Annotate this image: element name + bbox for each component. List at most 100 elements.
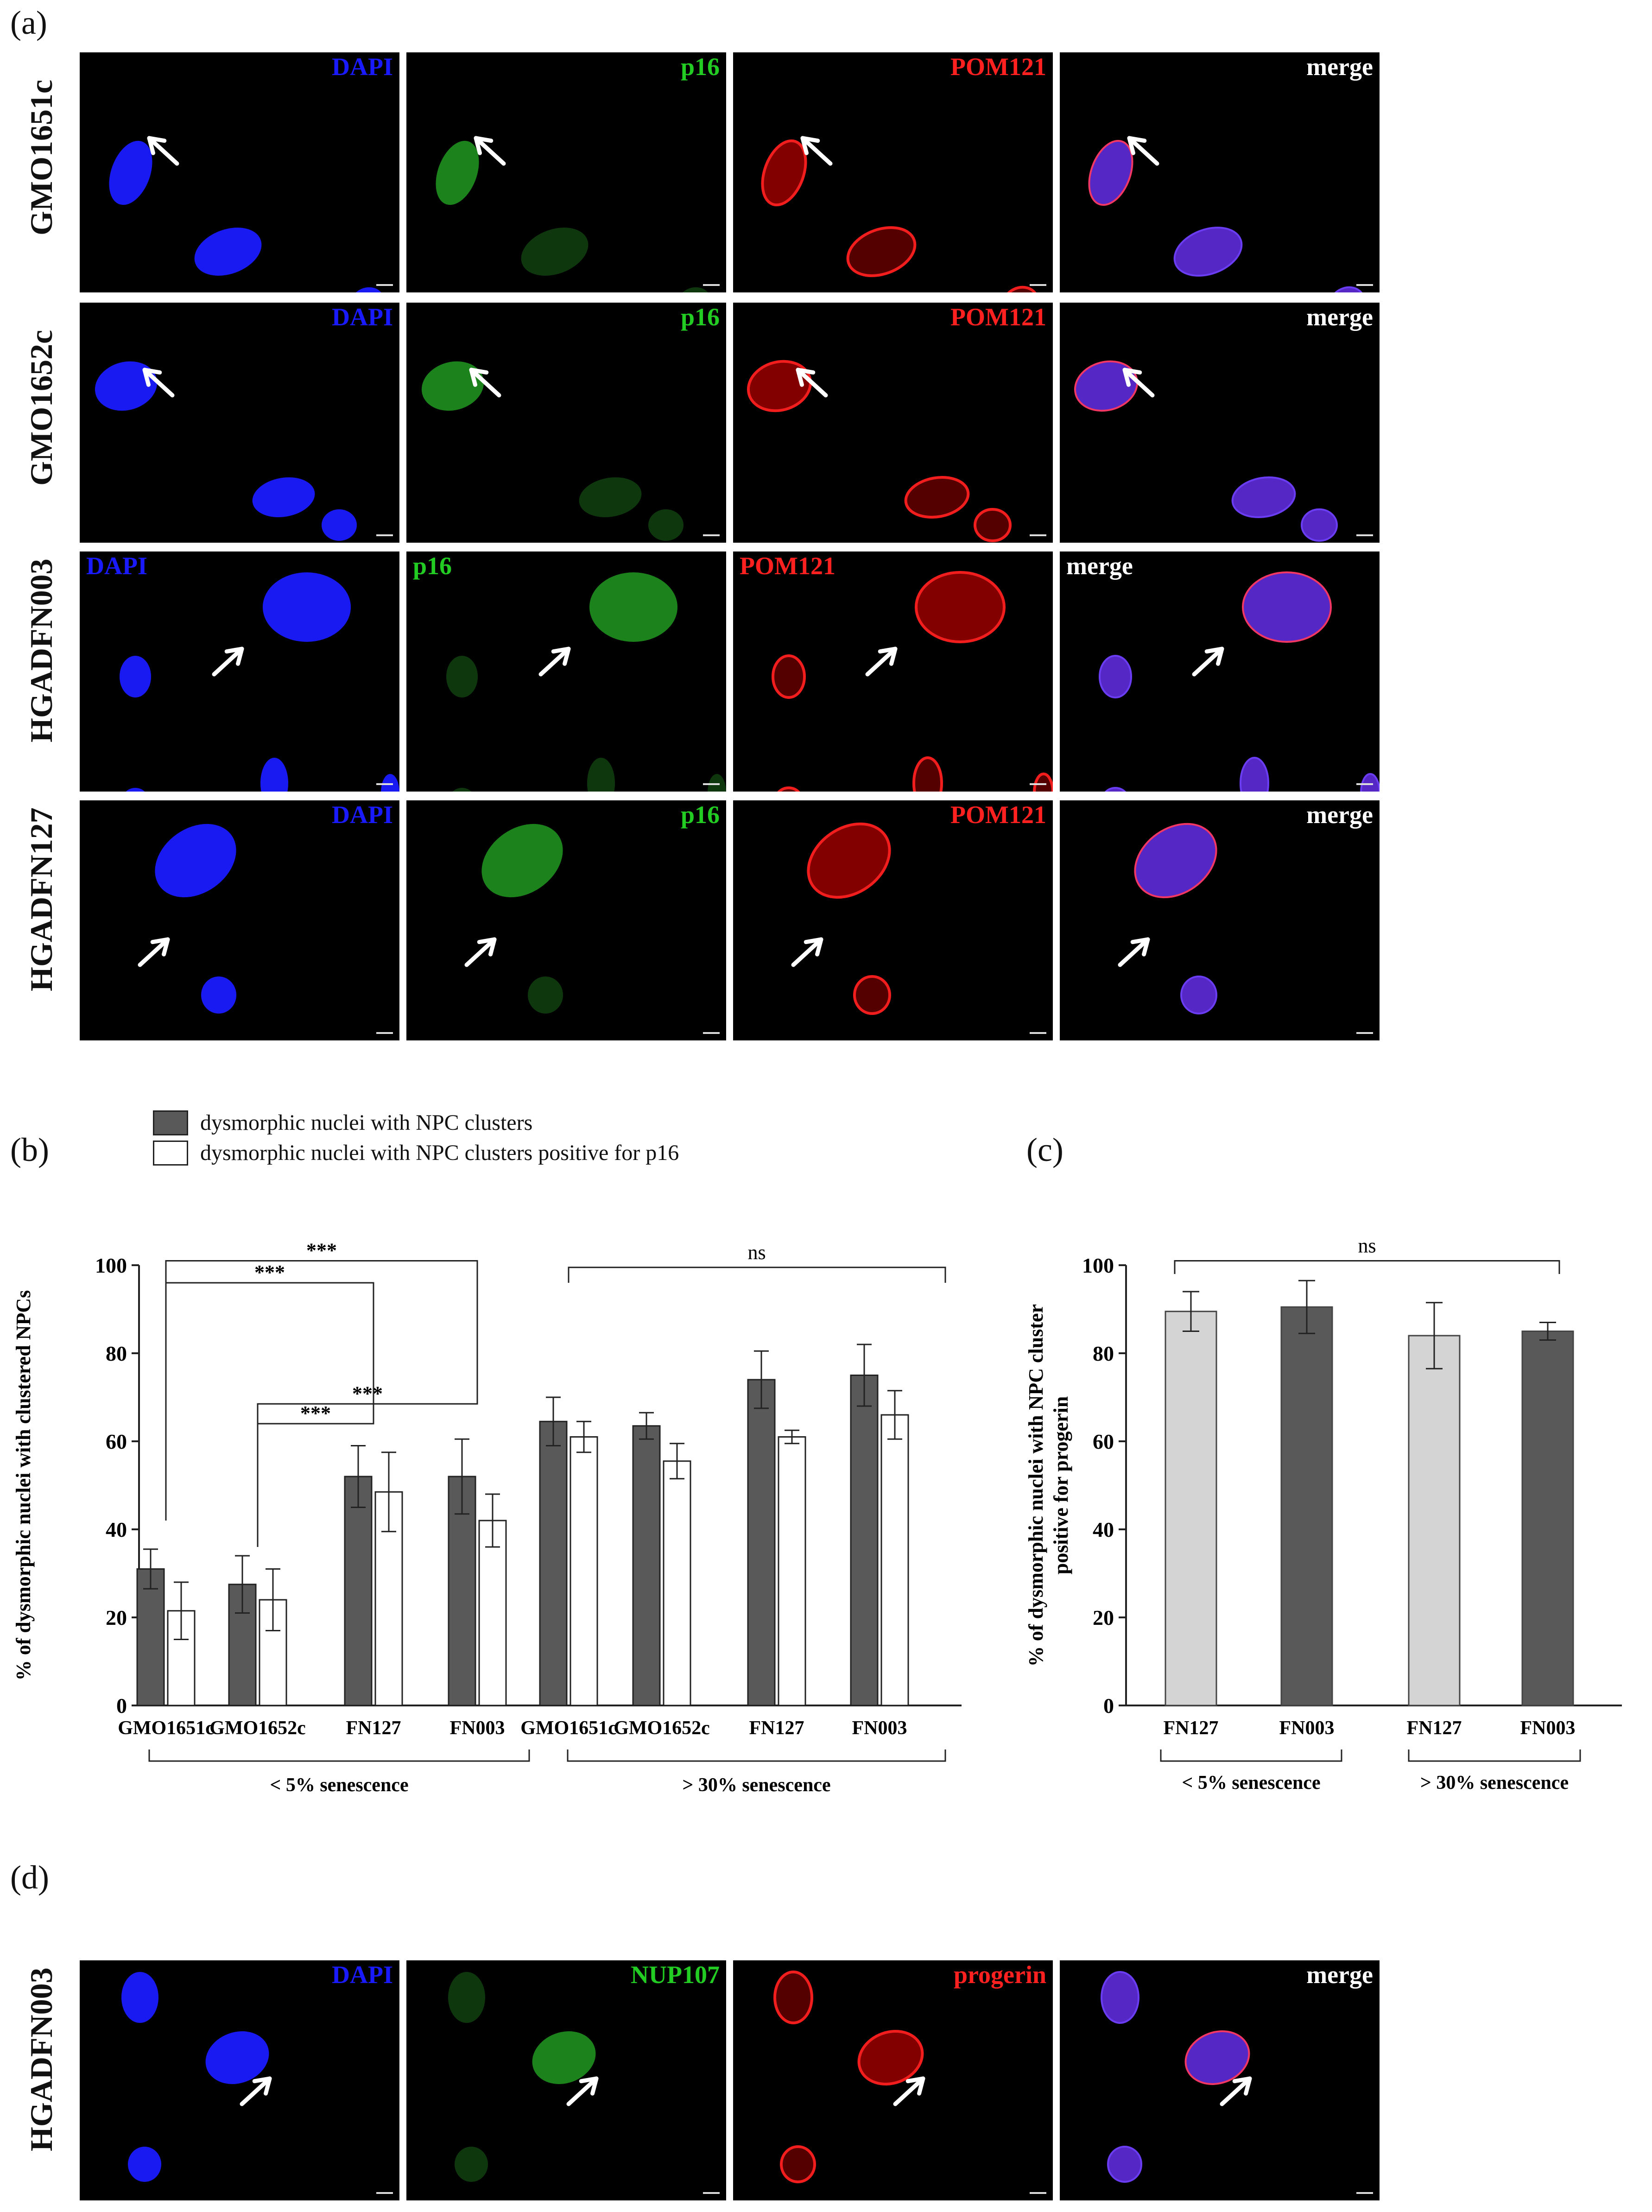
bar xyxy=(136,1568,165,1706)
nucleus xyxy=(322,509,357,541)
nucleus xyxy=(446,656,478,697)
nucleus xyxy=(120,656,151,697)
nucleus xyxy=(747,360,812,412)
bar xyxy=(570,1436,598,1706)
row-2-micrograph-dapi: DAPI xyxy=(80,303,399,543)
row-3-micrograph-merge: merge xyxy=(1060,551,1380,792)
scale-bar xyxy=(376,284,393,286)
x-tick-label: FN003 xyxy=(1520,1718,1576,1739)
y-tick-label: 80 xyxy=(1093,1342,1114,1365)
scale-bar xyxy=(376,783,393,785)
row-d-micrograph-merge: merge xyxy=(1060,1960,1380,2200)
scale-bar xyxy=(703,1032,720,1034)
scale-bar xyxy=(1030,783,1046,785)
channel-label-pom: POM121 xyxy=(950,53,1046,81)
row-d-micrograph-p16: NUP107 xyxy=(406,1960,726,2200)
nucleus xyxy=(857,2030,924,2085)
significance-bracket xyxy=(568,1267,946,1283)
row-3-micrograph-dapi: DAPI xyxy=(80,551,399,792)
nucleus xyxy=(1104,787,1127,792)
row-label: HGADFN003 xyxy=(24,558,59,742)
nucleus xyxy=(677,287,711,292)
y-tick-label: 40 xyxy=(1093,1518,1114,1541)
channel-label-pom: POM121 xyxy=(950,303,1046,331)
arrow-icon xyxy=(138,937,170,967)
group-label: < 5% senescence xyxy=(270,1775,408,1796)
nucleus xyxy=(1099,655,1132,698)
row-3-micrograph-p16: p16 xyxy=(406,551,726,792)
arrow-icon xyxy=(566,2076,599,2106)
bar xyxy=(778,1436,806,1706)
nucleus xyxy=(521,228,589,276)
nucleus xyxy=(708,774,726,792)
arrow-icon xyxy=(212,646,244,677)
arrow-icon xyxy=(464,937,497,967)
channel-label-p16: p16 xyxy=(413,552,452,580)
panel-label-b: (b) xyxy=(10,1131,49,1168)
bar xyxy=(850,1375,879,1706)
channel-label-pom: POM121 xyxy=(950,801,1046,829)
nucleus xyxy=(807,822,891,899)
chart-c: 0 20 40 60 80 100 % of dysmorphic nuclei with … xyxy=(1025,1235,1622,1794)
row-d-micrograph-dapi: DAPI xyxy=(80,1960,399,2200)
x-tick-label: FN003 xyxy=(852,1718,907,1739)
y-tick-label: 60 xyxy=(106,1430,127,1453)
channel-label-p16: p16 xyxy=(680,303,720,331)
nucleus xyxy=(589,572,677,642)
channel-label-p16: p16 xyxy=(680,53,720,81)
nucleus xyxy=(1173,227,1243,277)
scale-bar xyxy=(376,534,393,536)
nucleus xyxy=(777,786,800,792)
nucleus xyxy=(448,1972,485,2023)
scale-bar xyxy=(1356,783,1373,785)
scale-bar xyxy=(1030,534,1046,536)
x-tick-label: FN127 xyxy=(1407,1718,1462,1739)
arrow-icon xyxy=(865,646,898,677)
group-label: < 5% senescence xyxy=(1182,1772,1320,1794)
bar xyxy=(1408,1335,1461,1706)
nucleus xyxy=(1088,139,1133,206)
nucleus xyxy=(915,571,1006,643)
bar xyxy=(1521,1331,1574,1706)
nucleus xyxy=(350,287,384,292)
scale-bar xyxy=(376,2192,393,2194)
row-label: HGADFN127 xyxy=(24,807,59,991)
nucleus xyxy=(155,824,236,898)
channel-label-pom: POM121 xyxy=(740,552,835,580)
group-bracket xyxy=(148,1749,530,1762)
arrow-icon xyxy=(1127,136,1159,166)
significance-bracket xyxy=(165,1260,478,1521)
row-4-micrograph-p16: p16 xyxy=(406,800,726,1040)
scale-bar xyxy=(1356,284,1373,286)
nucleus xyxy=(126,788,145,792)
channel-label-dapi: DAPI xyxy=(332,1961,393,1989)
row-label: GMO1652c xyxy=(24,330,59,486)
scale-bar xyxy=(1356,534,1373,536)
nucleus xyxy=(201,976,236,1014)
bar xyxy=(344,1476,373,1706)
x-tick-label: FN003 xyxy=(450,1718,505,1739)
y-tick-label: 0 xyxy=(116,1694,127,1718)
nucleus xyxy=(205,2031,269,2084)
nucleus xyxy=(128,2147,161,2182)
scale-bar xyxy=(703,534,720,536)
group-bracket xyxy=(1408,1749,1581,1762)
row-2-micrograph-p16: p16 xyxy=(406,303,726,543)
row-4-micrograph-merge: merge xyxy=(1060,800,1380,1040)
arrow-icon xyxy=(147,136,179,166)
scale-bar xyxy=(1356,2192,1373,2194)
row-label: HGADFN003 xyxy=(24,1967,59,2151)
bar xyxy=(448,1476,476,1706)
channel-label-merge: merge xyxy=(1306,303,1373,331)
nucleus xyxy=(95,361,158,411)
scale-bar xyxy=(376,1032,393,1034)
nucleus xyxy=(587,758,615,792)
nucleus xyxy=(761,139,807,207)
bar xyxy=(539,1420,568,1706)
x-tick-label: GMO1651c xyxy=(118,1718,214,1739)
significance-label: *** xyxy=(254,1261,285,1284)
legend-label-dark: dysmorphic nuclei with NPC clusters xyxy=(200,1110,533,1135)
y-tick-label: 0 xyxy=(1103,1694,1114,1718)
y-tick-label: 60 xyxy=(1093,1430,1114,1453)
y-tick-label: 20 xyxy=(1093,1606,1114,1629)
